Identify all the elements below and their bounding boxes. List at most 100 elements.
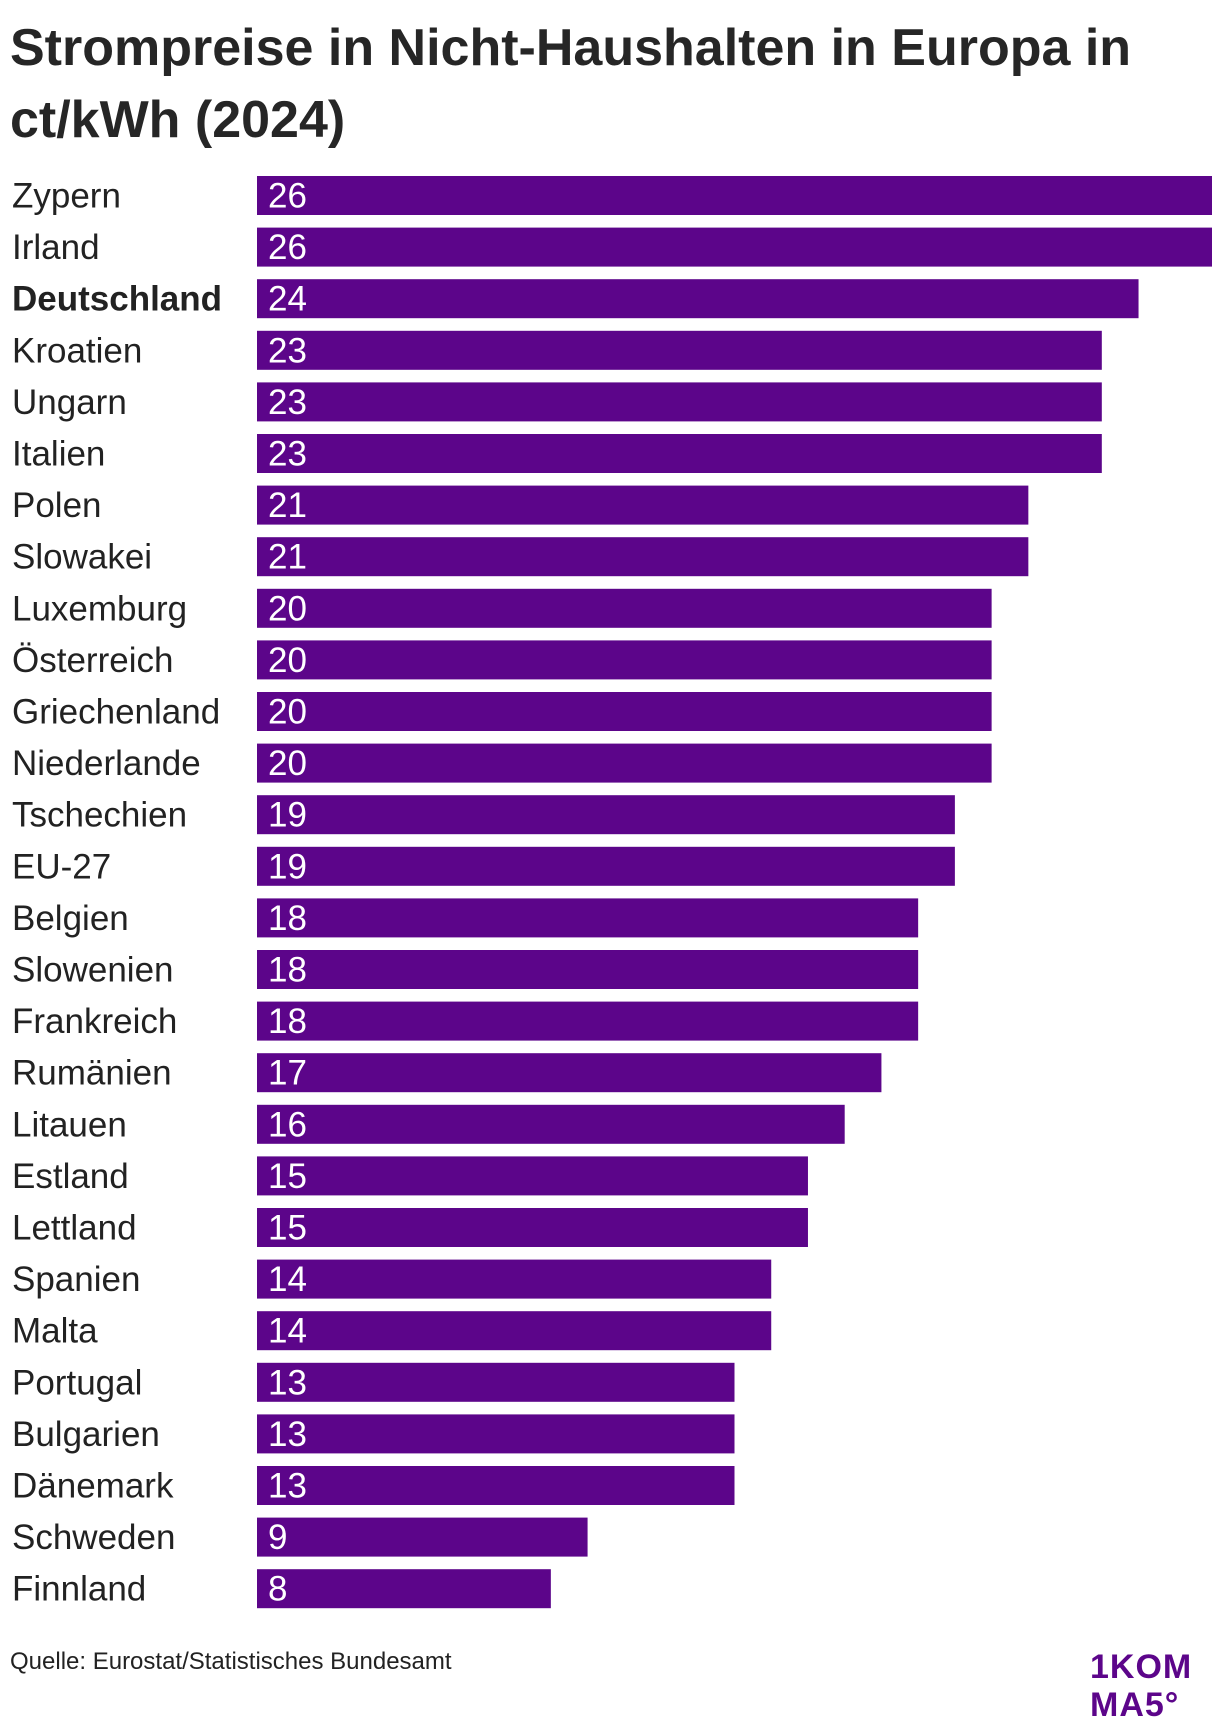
logo-line-2: MA5° <box>1090 1686 1180 1724</box>
value-label: 15 <box>268 1157 307 1196</box>
category-label: Kroatien <box>12 331 142 370</box>
category-label: Bulgarien <box>12 1415 160 1454</box>
bar <box>257 692 992 731</box>
bar-row: Estland 15 <box>12 1156 808 1196</box>
bar-row: Spanien 14 <box>12 1259 772 1299</box>
bar <box>257 1466 735 1505</box>
source-note: Quelle: Eurostat/Statistisches Bundesamt <box>10 1648 452 1675</box>
bar <box>257 1156 808 1196</box>
bar <box>257 485 1029 525</box>
bar <box>257 227 1212 267</box>
category-label: Irland <box>12 228 100 267</box>
bar <box>257 640 992 680</box>
bar <box>257 1001 919 1041</box>
category-label: Tschechien <box>12 796 187 835</box>
category-label: Österreich <box>12 641 173 680</box>
bar <box>257 176 1212 215</box>
value-label: 21 <box>268 538 307 577</box>
category-label: Lettland <box>12 1209 137 1248</box>
bar <box>257 950 919 989</box>
bar <box>257 588 992 628</box>
bar-row: Italien 23 <box>12 434 1102 474</box>
category-label: Deutschland <box>12 280 222 319</box>
value-label: 16 <box>268 1105 307 1144</box>
value-label: 15 <box>268 1209 307 1248</box>
bar-row: Frankreich 18 <box>12 1001 919 1041</box>
value-label: 26 <box>268 228 307 267</box>
value-label: 17 <box>268 1054 307 1093</box>
bar <box>257 898 919 938</box>
category-label: Slowenien <box>12 951 174 990</box>
category-label: Italien <box>12 435 105 474</box>
bar-row: Zypern 26 <box>12 176 1212 216</box>
bar-row: Litauen 16 <box>12 1104 845 1144</box>
bar <box>257 795 955 835</box>
chart-title: Strompreise in Nicht-Haushalten in Europ… <box>10 19 1132 149</box>
bar <box>257 537 1029 577</box>
bar <box>257 382 1102 422</box>
bar <box>257 1104 845 1144</box>
bar-row: Deutschland 24 <box>12 279 1139 319</box>
value-label: 14 <box>268 1312 307 1351</box>
value-label: 26 <box>268 177 307 216</box>
category-label: Rumänien <box>12 1054 172 1093</box>
bar <box>257 1208 808 1247</box>
value-label: 13 <box>268 1415 307 1454</box>
category-label: Belgien <box>12 899 129 938</box>
bar <box>257 743 992 783</box>
bar-row: Slowakei 21 <box>12 537 1029 577</box>
bar <box>257 1414 735 1454</box>
value-label: 19 <box>268 796 307 835</box>
category-label: Frankreich <box>12 1002 177 1041</box>
bar <box>257 330 1102 370</box>
bar <box>257 434 1102 473</box>
bar-row: EU-27 19 <box>12 846 955 886</box>
bar-row: Lettland 15 <box>12 1208 808 1248</box>
bar-row: Griechenland 20 <box>12 692 992 732</box>
logo-line-1: 1KOM <box>1090 1648 1193 1686</box>
value-label: 23 <box>268 383 307 422</box>
bar-row: Ungarn 23 <box>12 382 1102 422</box>
bar <box>257 846 955 886</box>
bar-row: Belgien 18 <box>12 898 919 938</box>
bar-row: Dänemark 13 <box>12 1466 735 1506</box>
category-label: Dänemark <box>12 1467 174 1506</box>
category-label: Griechenland <box>12 693 220 732</box>
value-label: 20 <box>268 589 307 628</box>
value-label: 21 <box>268 486 307 525</box>
value-label: 8 <box>268 1570 287 1609</box>
value-label: 18 <box>268 951 307 990</box>
category-label: Malta <box>12 1312 98 1351</box>
value-label: 9 <box>268 1518 287 1557</box>
bar-row: Irland 26 <box>12 227 1212 267</box>
category-label: Niederlande <box>12 744 201 783</box>
bar-row: Rumänien 17 <box>12 1053 882 1093</box>
bar-row: Slowenien 18 <box>12 950 919 990</box>
category-label: Spanien <box>12 1260 140 1299</box>
value-label: 14 <box>268 1260 307 1299</box>
bar-row: Österreich 20 <box>12 640 992 680</box>
bar-row: Bulgarien 13 <box>12 1414 735 1454</box>
bar <box>257 1259 772 1299</box>
bar <box>257 1053 882 1093</box>
bar-row: Kroatien 23 <box>12 330 1102 370</box>
bar <box>257 1311 772 1351</box>
category-label: Litauen <box>12 1105 127 1144</box>
bar-row: Luxemburg 20 <box>12 588 992 628</box>
value-label: 20 <box>268 744 307 783</box>
bar <box>257 1569 551 1609</box>
bar <box>257 1517 588 1557</box>
category-label: Schweden <box>12 1518 175 1557</box>
category-label: Zypern <box>12 177 121 216</box>
category-label: Portugal <box>12 1363 142 1402</box>
category-label: EU-27 <box>12 847 111 886</box>
value-label: 20 <box>268 641 307 680</box>
category-label: Luxemburg <box>12 589 187 628</box>
category-label: Ungarn <box>12 383 127 422</box>
value-label: 19 <box>268 847 307 886</box>
value-label: 23 <box>268 331 307 370</box>
value-label: 23 <box>268 435 307 474</box>
value-label: 18 <box>268 1002 307 1041</box>
bar-row: Schweden 9 <box>12 1517 588 1557</box>
